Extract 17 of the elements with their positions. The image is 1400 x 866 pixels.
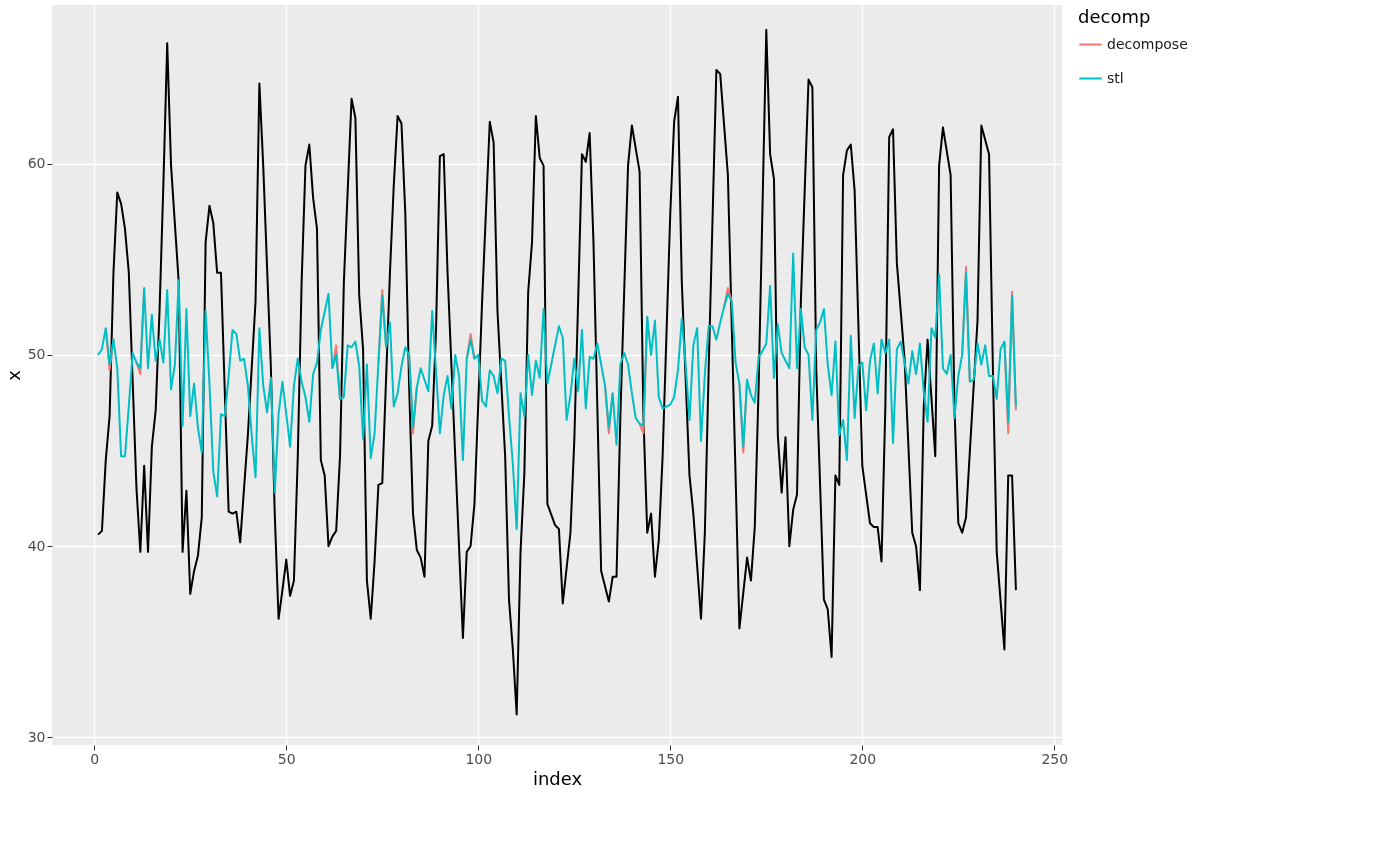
x-tick-label: 150	[657, 750, 685, 767]
legend-title: decomp	[1078, 6, 1151, 27]
y-tick-label: 60	[27, 155, 46, 172]
x-tick-label: 200	[849, 750, 877, 767]
y-axis-title: x	[2, 369, 24, 381]
legend-label: decompose	[1107, 35, 1188, 52]
x-tick-label: 50	[277, 750, 296, 767]
x-tick-label: 100	[465, 750, 493, 767]
y-tick-label: 40	[27, 537, 46, 554]
y-tick-label: 50	[27, 346, 46, 363]
x-tick-label: 250	[1041, 750, 1069, 767]
x-axis-title: index	[532, 767, 583, 789]
y-tick-label: 30	[27, 728, 46, 745]
x-tick-label: 0	[90, 750, 100, 767]
legend-label: stl	[1107, 69, 1124, 86]
line-series	[97, 28, 1017, 716]
line-series	[97, 252, 1017, 530]
